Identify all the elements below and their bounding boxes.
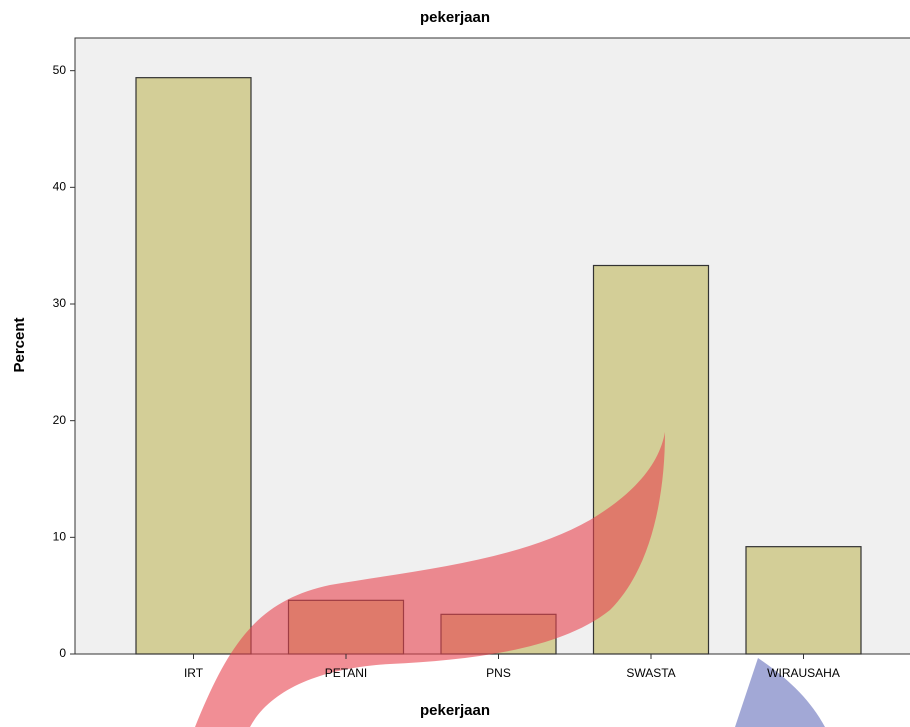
x-tick-label: PETANI bbox=[325, 666, 367, 680]
x-tick-label: SWASTA bbox=[626, 666, 675, 680]
y-tick-label: 20 bbox=[53, 413, 67, 427]
watermark-red bbox=[195, 432, 665, 727]
x-tick-label: PNS bbox=[486, 666, 511, 680]
y-axis-label: Percent bbox=[11, 317, 28, 372]
bar bbox=[745, 546, 862, 655]
y-tick-label: 10 bbox=[53, 530, 67, 544]
bar bbox=[135, 77, 252, 655]
y-tick-label: 0 bbox=[59, 646, 66, 660]
y-tick-label: 50 bbox=[53, 63, 67, 77]
x-tick-label: IRT bbox=[184, 666, 204, 680]
watermark-blue bbox=[735, 658, 825, 727]
y-tick-label: 30 bbox=[53, 296, 67, 310]
x-tick-label: WIRAUSAHA bbox=[767, 666, 840, 680]
chart-title: pekerjaan bbox=[420, 9, 490, 26]
y-tick-label: 40 bbox=[53, 180, 67, 194]
x-axis-label: pekerjaan bbox=[420, 702, 490, 719]
